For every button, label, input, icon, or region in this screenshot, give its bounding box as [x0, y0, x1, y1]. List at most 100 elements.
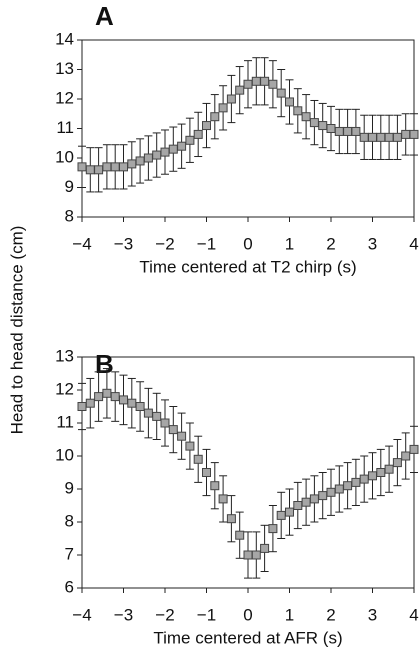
marker [326, 487, 336, 497]
x-tick-label: −1 [197, 605, 216, 624]
y-tick-label: 8 [65, 206, 74, 225]
marker [177, 431, 187, 441]
marker [110, 392, 120, 402]
marker [359, 132, 369, 142]
marker [143, 153, 153, 163]
x-axis-label: Time centered at AFR (s) [153, 628, 342, 647]
marker [235, 85, 245, 95]
marker [160, 418, 170, 428]
y-tick-label: 13 [55, 59, 74, 78]
x-tick-label: 0 [243, 234, 252, 253]
x-tick-label: 3 [368, 605, 377, 624]
marker [376, 468, 386, 477]
marker [210, 481, 220, 491]
y-tick-label: 14 [55, 29, 74, 48]
marker [359, 474, 369, 484]
y-tick-label: 11 [56, 412, 74, 431]
marker [160, 147, 170, 157]
marker [392, 132, 402, 142]
marker [235, 530, 245, 540]
marker [85, 165, 95, 175]
marker [268, 524, 278, 534]
y-tick-label: 12 [55, 88, 74, 107]
y-tick-label: 9 [65, 478, 74, 497]
marker [135, 156, 145, 166]
marker [243, 550, 253, 560]
marker [77, 402, 87, 411]
x-tick-label: −2 [155, 234, 174, 253]
marker [318, 121, 328, 131]
marker [119, 395, 128, 405]
marker [226, 94, 236, 104]
y-tick-label: 11 [56, 118, 74, 137]
marker [218, 103, 228, 113]
x-tick-label: −2 [155, 605, 174, 624]
marker [218, 494, 228, 504]
marker [268, 79, 278, 89]
marker [293, 106, 303, 116]
y-tick-label: 7 [65, 544, 74, 563]
marker [110, 162, 120, 172]
marker [135, 402, 145, 411]
marker [251, 76, 261, 86]
marker [376, 132, 386, 142]
marker [119, 162, 128, 172]
x-tick-label: 1 [285, 234, 294, 253]
marker [102, 162, 112, 172]
y-tick-label: 13 [55, 346, 74, 365]
x-tick-label: −1 [197, 234, 216, 253]
marker [334, 126, 344, 136]
marker [177, 141, 187, 151]
x-tick-label: 1 [285, 605, 294, 624]
y-tick-label: 10 [55, 445, 74, 464]
marker [392, 458, 402, 468]
marker [351, 126, 361, 136]
marker [301, 112, 311, 122]
x-tick-label: 4 [409, 605, 418, 624]
x-tick-label: 2 [326, 234, 335, 253]
marker [260, 76, 270, 86]
x-tick-label: −4 [72, 605, 91, 624]
marker [127, 398, 137, 408]
marker [185, 441, 195, 451]
x-tick-label: −4 [72, 234, 91, 253]
marker [368, 132, 377, 142]
marker [168, 425, 178, 435]
marker [152, 411, 162, 421]
marker [210, 112, 220, 122]
marker [309, 494, 319, 504]
marker [102, 388, 112, 398]
marker [193, 454, 203, 464]
y-tick-label: 6 [65, 577, 74, 596]
marker [276, 510, 286, 520]
marker [401, 451, 411, 461]
x-axis-label: Time centered at T2 chirp (s) [139, 257, 356, 276]
marker [202, 468, 211, 477]
x-tick-label: 3 [368, 234, 377, 253]
marker [260, 543, 270, 553]
y-tick-label: 9 [65, 177, 74, 196]
marker [285, 97, 294, 107]
x-tick-label: −3 [114, 234, 133, 253]
marker [94, 392, 104, 402]
marker [334, 484, 344, 494]
marker [127, 159, 137, 169]
marker [384, 132, 394, 142]
marker [309, 118, 319, 128]
x-tick-label: −3 [114, 605, 133, 624]
y-tick-label: 8 [65, 511, 74, 530]
marker [193, 129, 203, 139]
y-tick-label: 12 [55, 379, 74, 398]
marker [301, 497, 311, 507]
panel-label: A [95, 1, 114, 31]
y-tick-label: 10 [55, 147, 74, 166]
marker [276, 88, 286, 98]
x-tick-label: 0 [243, 605, 252, 624]
marker [152, 150, 162, 160]
marker [293, 501, 303, 510]
marker [409, 444, 419, 454]
x-tick-label: 2 [326, 605, 335, 624]
marker [285, 507, 294, 517]
